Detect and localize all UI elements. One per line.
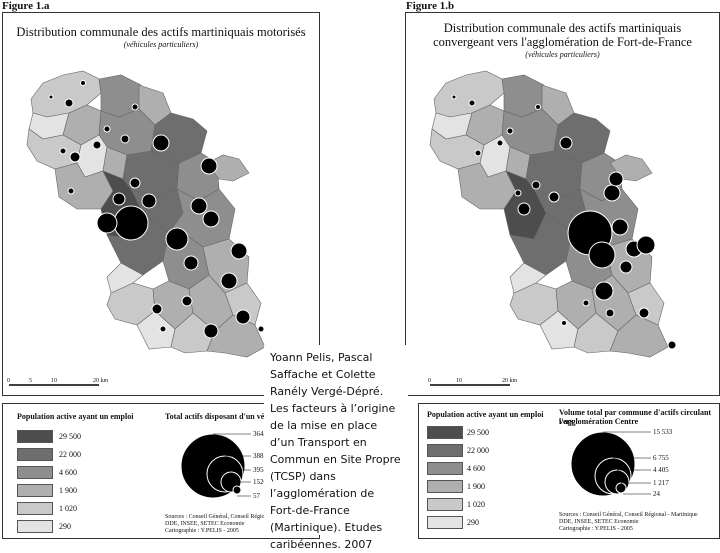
scale-a-10: 10 [51,378,57,384]
legend-a-source: Sources : Conseil Général, Conseil Régio… [165,514,272,534]
legend-b-circle-value-3: 4 405 [653,466,669,474]
legend-b-value-4: 1 900 [467,482,485,491]
legend-a-circle-value-4: 1520 [253,478,267,486]
legend-b-swatch-5 [427,498,463,511]
legend-b-swatch-3 [427,462,463,475]
legend-a-value-4: 1 900 [59,486,77,495]
legend-b-swatch-1 [427,426,463,439]
map-panel-b: Distribution communale des actifs martin… [405,12,720,396]
legend-a-swatch-6 [17,520,53,533]
circles-b [451,94,677,350]
legend-a-circle-value-2: 3887 [253,452,267,460]
legend-a-circle-value-1: 3643 [253,430,267,438]
legend-b-swatch-6 [427,516,463,529]
legend-a-value-3: 4 600 [59,468,77,477]
scale-a-20: 20 km [93,378,109,384]
legend-b-circle-value-2: 6 755 [653,454,669,462]
figure-b-label: Figure 1.b [406,0,455,12]
legend-a-circle-value-3: 3958 [253,466,267,474]
legend-a-circle-value-5: 57 [253,492,260,500]
map-panel-a: Distribution communale des actifs martin… [2,12,320,396]
legend-b-circle-value-5: 24 [653,490,660,498]
legend-a-swatch-3 [17,466,53,479]
scale-b-10: 10 [456,378,462,384]
legend-b-value-5: 1 020 [467,500,485,509]
circles-a [48,80,265,339]
legend-b-circles [570,431,651,497]
legend-a-fill-title: Population active ayant un emploi [17,412,134,421]
commune-south-3 [224,282,262,326]
legend-a-value-5: 1 020 [59,504,77,513]
legend-b-source: Sources : Conseil Général, Conseil Régio… [559,512,698,532]
legend-b-fill-title: Population active ayant un emploi [427,410,544,419]
legend-b-swatch-2 [427,444,463,457]
map-a-subtitle: (véhicules particuliers) [123,40,199,49]
map-b-title-line2: convergeant vers l'agglomération de Fort… [433,35,692,49]
legend-panel-a: Population active ayant un emploi Total … [2,403,320,539]
legend-a-circles [180,433,251,499]
map-b-title-line1: Distribution communale des actifs martin… [443,21,682,35]
legend-b-circle-title-1: Volume total par commune d'actifs circul… [559,408,712,426]
peninsula-caravelle [206,154,250,182]
scale-a-5: 5 [29,378,32,384]
map-a-title: Distribution communale des actifs martin… [16,25,306,39]
legend-a-circle-title: Total actifs disposant d'un véhicule [165,412,285,421]
map-b-svg [429,70,677,386]
legend-a-swatch-2 [17,448,53,461]
citation-caption: Yoann Pelis, Pascal Saffache et Colette … [264,345,408,551]
legend-a-swatch-4 [17,484,53,497]
legend-a-value-6: 290 [59,522,71,531]
figure-a-label: Figure 1.a [2,0,50,12]
scale-a-0: 0 [7,378,10,384]
legend-b-circle-value-1: 15 533 [653,428,673,436]
legend-panel-b: Population active ayant un emploi Volume… [418,403,720,539]
legend-a-swatch-5 [17,502,53,515]
legend-b-circle-title-2: l'agglomération Centre [559,417,639,426]
legend-b-value-6: 290 [467,518,479,527]
map-a-svg [9,70,266,386]
legend-b-circle-value-4: 1 217 [653,479,669,487]
legend-b-value-1: 29 500 [467,428,489,437]
commune-sw-3 [106,262,144,294]
map-b-subtitle: (véhicules particuliers) [525,50,600,59]
legend-b-value-3: 4 600 [467,464,485,473]
legend-b-value-2: 22 000 [467,446,489,455]
legend-a-swatch-1 [17,430,53,443]
legend-b-swatch-4 [427,480,463,493]
scale-b-20: 20 km [502,378,518,384]
legend-a-value-2: 22 000 [59,450,81,459]
legend-a-value-1: 29 500 [59,432,81,441]
scale-b-0: 0 [428,378,431,384]
